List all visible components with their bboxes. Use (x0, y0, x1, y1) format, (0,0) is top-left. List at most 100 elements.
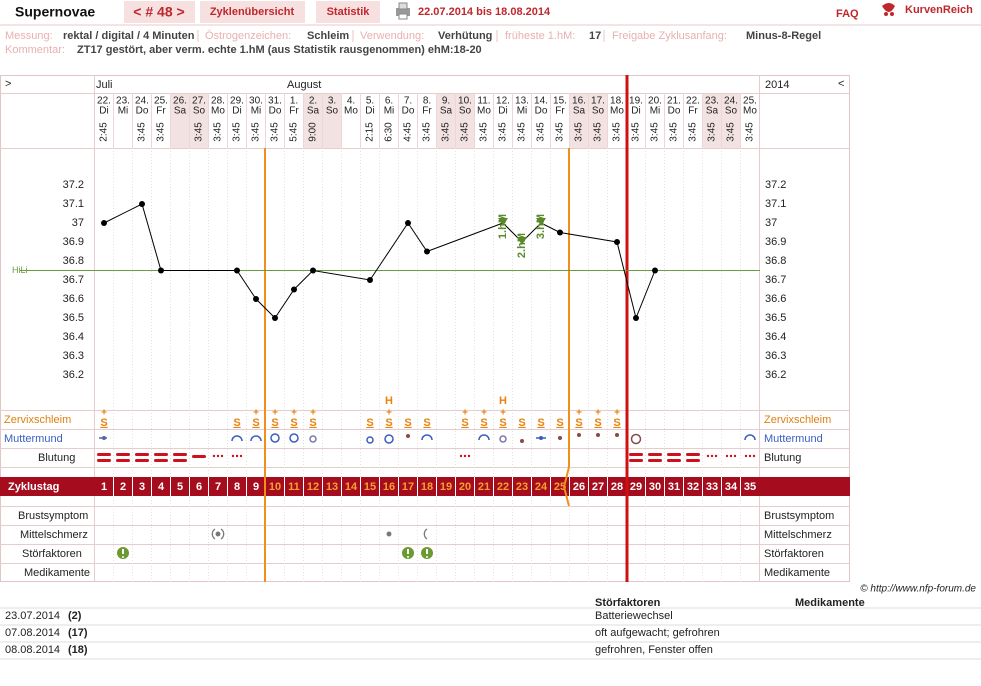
weekend-shade (436, 93, 456, 149)
tab-box[interactable] (200, 1, 305, 23)
weekend-shade (455, 93, 475, 149)
tab-box[interactable] (316, 1, 380, 23)
cycle-day: 23 (516, 481, 528, 493)
print-icon[interactable] (396, 2, 410, 20)
temperature-line (103, 203, 656, 320)
annotation: 3.hM (535, 214, 547, 239)
mucus: S (290, 417, 297, 429)
info-value: 17 (589, 30, 601, 42)
time-label: 3:45 (498, 122, 509, 142)
note-date: 08.08.2014 (5, 644, 60, 656)
date-label: 29. (230, 96, 244, 107)
cycle-day: 9 (253, 481, 259, 493)
date-label: 15. (553, 96, 567, 107)
time-label: 3:45 (194, 122, 205, 142)
y-tick-label: 36.9 (765, 236, 786, 248)
cervix-symbol (596, 433, 600, 437)
row-rules (0, 75, 850, 582)
tab[interactable]: Zyklenübersicht (210, 6, 295, 18)
date-label: 25. (154, 96, 168, 107)
cervix-symbol (630, 433, 642, 445)
weekday-label: Do (535, 106, 548, 117)
time-label: 3:45 (688, 122, 699, 142)
y-tick-label: 36.6 (63, 293, 84, 305)
cycle-day-bar (0, 477, 850, 496)
bleeding (97, 459, 111, 462)
cervix-symbol (615, 433, 619, 437)
weekend-shade (303, 93, 323, 149)
pain-symbol (423, 528, 428, 540)
bleeding (154, 459, 168, 462)
time-label: 3:45 (669, 122, 680, 142)
cycle-day: 14 (345, 481, 358, 493)
time-label: 3:45 (517, 122, 528, 142)
temperature-point (139, 201, 145, 207)
bleeding (116, 453, 130, 456)
muttermund-symbols (99, 433, 756, 445)
pain-symbol (215, 531, 221, 537)
date-label: 9. (442, 96, 450, 107)
time-label: 3:45 (726, 122, 737, 142)
tab[interactable]: Statistik (327, 6, 371, 18)
weekend-shade (588, 93, 608, 149)
mucus: S (499, 417, 506, 429)
weekday-label: Sa (440, 106, 453, 117)
cycle-day: 30 (649, 481, 661, 493)
time-label: 3:45 (422, 122, 433, 142)
cycle-day: 35 (744, 481, 756, 493)
cycle-day: 10 (269, 481, 281, 493)
mucus: S (537, 417, 544, 429)
y-tick-label: 37.2 (63, 179, 84, 191)
nav-prev[interactable]: > (5, 78, 11, 90)
date-label: 21. (667, 96, 681, 107)
bleeding (667, 453, 681, 456)
info-label: Östrogenzeichen: (205, 30, 291, 42)
date-label: 12. (496, 96, 510, 107)
temperature-point (158, 267, 164, 274)
cervix-symbol (558, 436, 562, 440)
cycle-day: 29 (630, 481, 642, 493)
spotting (706, 454, 756, 458)
temperature-point (253, 296, 259, 302)
time-label: 3:45 (270, 122, 281, 142)
mucus: S (366, 417, 373, 429)
brand[interactable]: KurvenReich (905, 4, 973, 16)
mucus: S (480, 417, 487, 429)
cervix-symbol (406, 434, 410, 438)
weekday-label: So (326, 106, 339, 117)
date-label: 13. (515, 96, 529, 107)
cervix-symbol (250, 435, 262, 442)
date-label: 22. (97, 96, 111, 107)
notes-header: Medikamente (795, 597, 865, 609)
nav-next[interactable]: < (838, 78, 844, 90)
date-label: 24. (724, 96, 738, 107)
y-tick-label: 37.1 (63, 198, 84, 210)
info-value: rektal / digital / 4 Minuten (63, 30, 195, 42)
faq-link[interactable]: FAQ (836, 8, 859, 20)
cycle-day: 27 (592, 481, 604, 493)
mucus: S (404, 417, 411, 429)
temperature-point (367, 277, 373, 283)
cycle-nav[interactable]: < # 48 > (133, 4, 184, 20)
row-label: Zyklustag (8, 481, 59, 493)
nav-box[interactable] (124, 1, 195, 23)
month-label: Juli (96, 79, 113, 91)
time-label: 3:45 (232, 122, 243, 142)
time-label: 3:45 (137, 122, 148, 142)
cervix-symbol (102, 436, 106, 440)
date-label: 19. (629, 96, 643, 107)
time-label: 3:45 (612, 122, 623, 142)
temperature-point (272, 315, 278, 321)
mucus: S (309, 417, 316, 429)
bleeding (135, 453, 149, 456)
weekday-label: Fr (422, 106, 432, 117)
cycle-day: 34 (725, 481, 738, 493)
y-tick-label: 36.9 (63, 236, 84, 248)
date-label: 23. (116, 96, 130, 107)
cervix-symbol (366, 436, 374, 444)
date-label: 31. (268, 96, 282, 107)
row-label: Medikamente (764, 567, 830, 579)
time-label: 3:45 (593, 122, 604, 142)
mucus-plus: + (614, 408, 620, 419)
date-label: 17. (591, 96, 605, 107)
